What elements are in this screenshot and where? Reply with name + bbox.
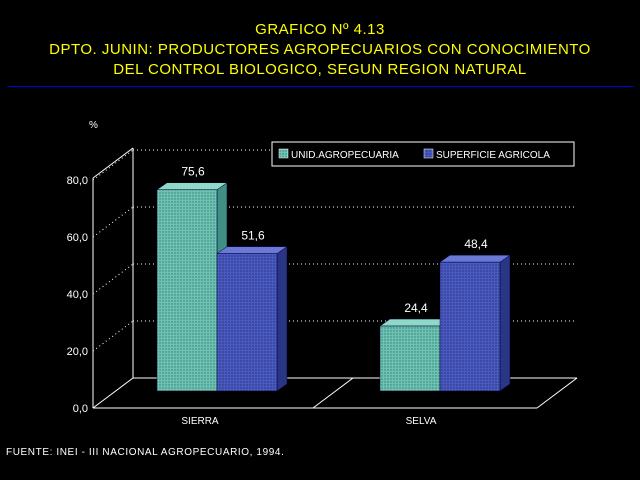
bar-side-superficie-agricola [276,246,288,392]
gridline-diagonal [92,206,134,238]
gridline-diagonal [92,149,134,181]
gridlines [92,149,577,352]
bar-top [379,318,451,327]
bar-value-label: 48,4 [464,237,488,251]
bar-value-label: 75,6 [181,165,205,179]
bar [156,189,218,392]
y-tick-label: 60,0 [67,232,88,244]
top-depth-edge [92,147,134,179]
category-labels: SIERRA SELVA [181,416,436,427]
bar [439,261,501,392]
bar-value-label: 24,4 [404,301,428,315]
title-divider [7,86,634,87]
chart-title-line-1: GRAFICO Nº 4.13 [255,21,385,38]
chart-title-line-3: DEL CONTROL BIOLOGICO, SEGUN REGION NATU… [113,61,527,78]
floor-left-edge [92,377,134,409]
y-tick-label: 20,0 [67,346,88,358]
y-tick-label: 40,0 [67,289,88,301]
bar-side-superficie-agricola [499,254,511,392]
y-axis-label: % [89,120,98,131]
source-note: FUENTE: INEI - III NACIONAL AGROPECUARIO… [6,447,285,458]
chart-title-line-2: DPTO. JUNIN: PRODUCTORES AGROPECUARIOS C… [49,41,591,58]
legend-swatch [278,148,289,159]
x-category-label: SELVA [406,416,437,427]
x-category-label: SIERRA [181,416,219,427]
legend: UNID.AGROPECUARIA SUPERFICIE AGRICOLA [271,141,575,167]
y-tick-label: 0,0 [73,403,88,415]
bars: 75,6 51,6 24,4 48,4 [156,165,511,392]
legend-label: SUPERFICIE AGRICOLA [436,150,550,161]
floor-right-edge [536,377,578,409]
legend-label: UNID.AGROPECUARIA [291,150,399,161]
bar-value-label: 51,6 [241,229,265,243]
legend-swatch [423,148,434,159]
floor-divider [312,377,354,409]
bar [379,325,441,392]
y-tick-label: 80,0 [67,175,88,187]
bar-top [216,246,288,254]
bar-top [156,182,228,190]
gridline-diagonal [92,263,134,295]
y-axis-ticks: 0,0 20,0 40,0 60,0 80,0 [67,175,88,415]
gridline-diagonal [92,320,134,352]
bar-top [439,254,511,263]
bar [216,253,278,392]
legend-box [271,141,575,167]
